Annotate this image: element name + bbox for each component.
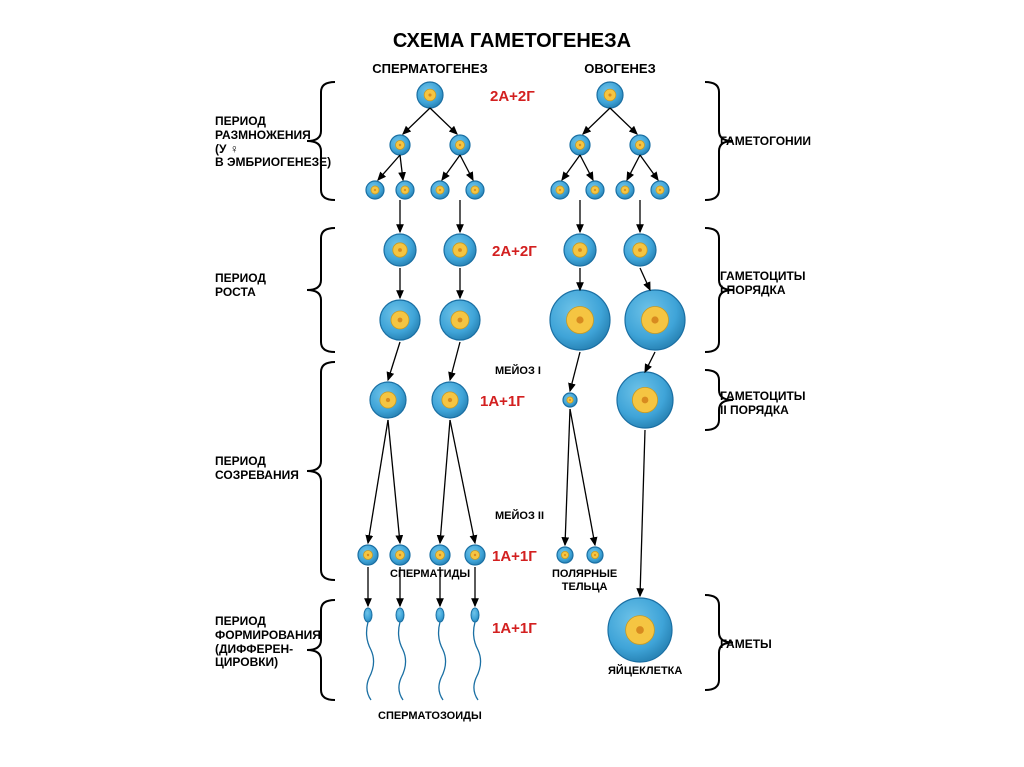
spermatozoon-icon bbox=[364, 608, 374, 700]
meiosis-1: МЕЙОЗ I bbox=[495, 365, 541, 378]
cell-icon bbox=[444, 234, 476, 266]
meiosis-2: МЕЙОЗ II bbox=[495, 510, 544, 523]
arrow bbox=[460, 155, 473, 180]
spermatozoon-icon bbox=[436, 608, 446, 700]
arrow bbox=[580, 155, 593, 180]
arrow bbox=[610, 108, 637, 134]
cell-icon bbox=[465, 545, 485, 565]
arrow bbox=[640, 268, 650, 290]
cell-icon bbox=[586, 181, 604, 199]
cell-icon bbox=[390, 135, 410, 155]
right-r4: ГАМЕТЫ bbox=[720, 638, 772, 652]
cell-icon bbox=[366, 181, 384, 199]
arrow bbox=[450, 342, 460, 380]
cell-icon bbox=[630, 135, 650, 155]
left-p1: ПЕРИОД РАЗМНОЖЕНИЯ (У ♀ В ЭМБРИОГЕНЕЗЕ) bbox=[215, 115, 331, 170]
cell-icon bbox=[358, 545, 378, 565]
cell-icon bbox=[608, 598, 672, 662]
cell-icon bbox=[431, 181, 449, 199]
formula-3: 1A+1Г bbox=[480, 393, 525, 410]
arrow bbox=[570, 409, 595, 545]
arrow bbox=[442, 155, 460, 180]
cell-icon bbox=[550, 290, 610, 350]
col-ovo: ОВОГЕНЕЗ bbox=[560, 62, 680, 77]
arrow bbox=[570, 352, 580, 391]
formula-1: 2A+2Г bbox=[490, 88, 535, 105]
left-p4: ПЕРИОД ФОРМИРОВАНИЯ (ДИФФЕРЕН- ЦИРОВКИ) bbox=[215, 615, 321, 670]
cell-icon bbox=[651, 181, 669, 199]
left-p2: ПЕРИОД РОСТА bbox=[215, 272, 266, 300]
cell-icon bbox=[617, 372, 673, 428]
cell-icon bbox=[570, 135, 590, 155]
arrow bbox=[440, 420, 450, 543]
polar-bodies: ПОЛЯРНЫЕ ТЕЛЬЦА bbox=[552, 568, 617, 593]
cell-icon bbox=[450, 135, 470, 155]
cell-icon bbox=[551, 181, 569, 199]
cell-icon bbox=[557, 547, 573, 563]
cell-icon bbox=[432, 382, 468, 418]
cell-icon bbox=[466, 181, 484, 199]
arrow bbox=[378, 155, 400, 180]
cell-icon bbox=[440, 300, 480, 340]
arrow bbox=[388, 420, 400, 543]
col-sperm: СПЕРМАТОГЕНЕЗ bbox=[340, 62, 520, 77]
cell-icon bbox=[417, 82, 443, 108]
cell-icon bbox=[624, 234, 656, 266]
cell-icon bbox=[430, 545, 450, 565]
spermatozoon-icon bbox=[471, 608, 481, 700]
egg-cell: ЯЙЦЕКЛЕТКА bbox=[608, 665, 682, 678]
arrow bbox=[400, 155, 403, 180]
cell-icon bbox=[597, 82, 623, 108]
spermatids: СПЕРМАТИДЫ bbox=[390, 568, 470, 581]
right-r2: ГАМЕТОЦИТЫ I ПОРЯДКА bbox=[720, 270, 806, 298]
brace bbox=[307, 362, 335, 580]
formula-4: 1A+1Г bbox=[492, 548, 537, 565]
arrow bbox=[562, 155, 580, 180]
cell-icon bbox=[390, 545, 410, 565]
arrow bbox=[640, 155, 658, 180]
arrow bbox=[450, 420, 475, 543]
right-r3: ГАМЕТОЦИТЫ II ПОРЯДКА bbox=[720, 390, 806, 418]
cell-icon bbox=[384, 234, 416, 266]
cell-icon bbox=[625, 290, 685, 350]
spermatozoa: СПЕРМАТОЗОИДЫ bbox=[378, 710, 482, 723]
left-p3: ПЕРИОД СОЗРЕВАНИЯ bbox=[215, 455, 299, 483]
cell-icon bbox=[564, 234, 596, 266]
arrow bbox=[583, 108, 610, 134]
spermatozoon-icon bbox=[396, 608, 406, 700]
cell-icon bbox=[370, 382, 406, 418]
cell-icon bbox=[380, 300, 420, 340]
title: СХЕМА ГАМЕТОГЕНЕЗА bbox=[0, 30, 1024, 53]
arrow bbox=[627, 155, 640, 180]
arrow bbox=[640, 430, 645, 596]
arrow bbox=[645, 352, 655, 372]
arrow bbox=[403, 108, 430, 134]
cell-icon bbox=[616, 181, 634, 199]
arrow bbox=[388, 342, 400, 380]
cell-icon bbox=[587, 547, 603, 563]
arrow bbox=[368, 420, 388, 543]
cell-icon bbox=[563, 393, 577, 407]
right-r1: ГАМЕТОГОНИИ bbox=[720, 135, 811, 149]
arrow bbox=[430, 108, 457, 134]
formula-5: 1A+1Г bbox=[492, 620, 537, 637]
brace bbox=[307, 228, 335, 352]
formula-2: 2A+2Г bbox=[492, 243, 537, 260]
arrow bbox=[565, 409, 570, 545]
cell-icon bbox=[396, 181, 414, 199]
